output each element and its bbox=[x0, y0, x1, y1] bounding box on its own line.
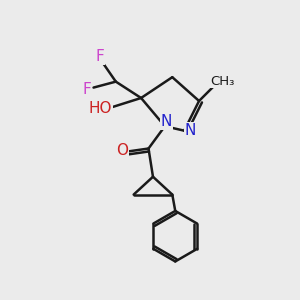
Text: F: F bbox=[96, 49, 104, 64]
Text: HO: HO bbox=[88, 101, 112, 116]
Text: N: N bbox=[161, 114, 172, 129]
Text: N: N bbox=[184, 123, 196, 138]
Text: F: F bbox=[82, 82, 91, 98]
Text: O: O bbox=[116, 142, 128, 158]
Text: CH₃: CH₃ bbox=[211, 74, 235, 88]
